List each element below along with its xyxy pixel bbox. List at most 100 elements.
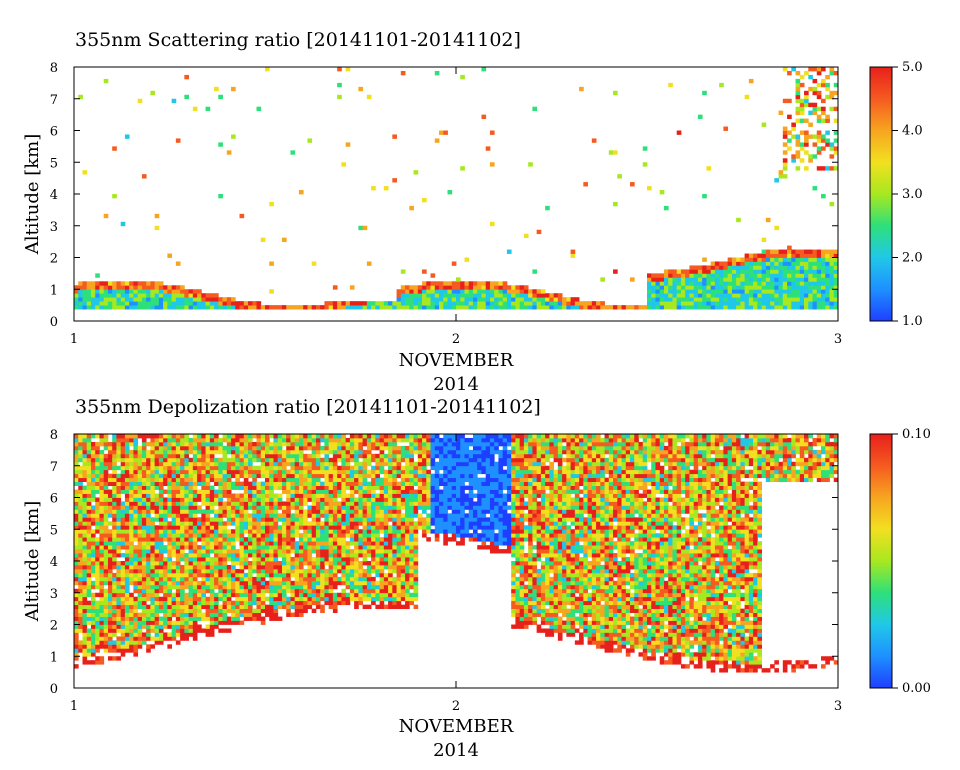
field-cell bbox=[74, 457, 79, 463]
field-cell bbox=[137, 564, 143, 570]
field-cell bbox=[804, 130, 809, 135]
field-cell bbox=[719, 305, 724, 310]
field-cell bbox=[129, 301, 134, 306]
field-cell bbox=[702, 265, 707, 270]
field-cell bbox=[303, 489, 308, 494]
field-cell bbox=[154, 564, 160, 570]
field-cell bbox=[375, 557, 380, 562]
field-cell bbox=[112, 521, 117, 526]
field-cell bbox=[808, 273, 813, 278]
field-cell bbox=[825, 261, 830, 266]
field-cell bbox=[315, 529, 321, 534]
field-cell bbox=[337, 501, 342, 506]
field-cell bbox=[74, 561, 79, 566]
field-cell bbox=[315, 441, 321, 447]
field-cell bbox=[74, 656, 79, 661]
field-cell bbox=[192, 636, 198, 641]
field-cell bbox=[141, 568, 147, 574]
field-cell bbox=[141, 437, 147, 443]
field-cell bbox=[332, 580, 338, 586]
field-cell bbox=[252, 541, 257, 546]
field-cell bbox=[464, 305, 470, 310]
field-cell bbox=[184, 608, 189, 613]
field-cell bbox=[133, 644, 139, 649]
field-cell bbox=[120, 517, 126, 522]
field-cell bbox=[107, 644, 113, 649]
field-cell bbox=[676, 301, 682, 306]
field-cell bbox=[795, 305, 801, 310]
field-cell bbox=[243, 549, 249, 554]
field-cell bbox=[226, 509, 232, 514]
field-cell bbox=[137, 285, 143, 290]
field-cell bbox=[209, 493, 215, 498]
field-cell bbox=[821, 78, 826, 84]
field-cell bbox=[672, 277, 678, 282]
field-cell bbox=[107, 588, 113, 594]
field-cell bbox=[277, 588, 283, 594]
field-cell bbox=[795, 154, 801, 159]
field-cell bbox=[770, 297, 775, 302]
field-cell bbox=[120, 616, 126, 621]
field-cell bbox=[379, 489, 385, 494]
field-cell bbox=[252, 612, 257, 617]
field-cell bbox=[345, 473, 351, 479]
field-cell bbox=[680, 269, 686, 274]
field-cell bbox=[218, 485, 223, 490]
field-cell bbox=[222, 505, 228, 510]
field-cell bbox=[184, 576, 189, 582]
field-cell bbox=[829, 257, 835, 262]
field-cell bbox=[256, 509, 262, 514]
field-cell bbox=[710, 293, 716, 298]
field-cell bbox=[116, 616, 122, 621]
field-cell bbox=[294, 501, 300, 506]
field-cell bbox=[659, 293, 665, 298]
field-cell bbox=[265, 517, 270, 522]
depolarization-field bbox=[74, 434, 839, 673]
field-cell bbox=[383, 537, 389, 542]
field-cell bbox=[400, 297, 406, 302]
field-cell bbox=[231, 497, 236, 502]
field-cell bbox=[180, 469, 185, 475]
field-cell bbox=[349, 501, 355, 506]
field-cell bbox=[332, 489, 338, 494]
field-cell bbox=[281, 517, 287, 522]
field-cell bbox=[379, 477, 385, 483]
field-cell bbox=[269, 537, 274, 542]
field-cell bbox=[107, 537, 113, 542]
field-cell bbox=[375, 584, 380, 590]
field-cell bbox=[778, 110, 784, 116]
field-cell bbox=[184, 580, 189, 586]
field-cell bbox=[812, 277, 818, 282]
field-cell bbox=[133, 437, 139, 443]
field-cell bbox=[252, 477, 257, 483]
field-cell bbox=[591, 301, 597, 306]
field-cell bbox=[150, 537, 156, 542]
field-cell bbox=[218, 142, 223, 147]
field-cell bbox=[515, 293, 521, 298]
field-cell bbox=[833, 253, 839, 258]
field-cell bbox=[260, 505, 266, 510]
field-cell bbox=[158, 509, 164, 514]
field-cell bbox=[294, 521, 300, 526]
field-cell bbox=[184, 489, 189, 494]
field-cell bbox=[256, 473, 262, 479]
field-cell bbox=[256, 541, 262, 546]
field-cell bbox=[214, 437, 219, 443]
field-cell bbox=[332, 600, 338, 606]
field-cell bbox=[693, 301, 699, 306]
field-cell bbox=[133, 445, 139, 451]
field-cell bbox=[320, 473, 325, 479]
field-cell bbox=[231, 441, 236, 447]
field-cell bbox=[120, 501, 126, 506]
field-cell bbox=[294, 445, 300, 451]
field-cell bbox=[82, 505, 88, 510]
field-cell bbox=[298, 441, 304, 447]
field-cell bbox=[655, 273, 661, 278]
field-cell bbox=[689, 281, 695, 286]
field-cell bbox=[103, 545, 109, 550]
field-cell bbox=[103, 301, 109, 306]
field-cell bbox=[349, 521, 355, 526]
field-cell bbox=[226, 533, 232, 538]
field-cell bbox=[201, 513, 206, 518]
field-cell bbox=[150, 293, 156, 298]
